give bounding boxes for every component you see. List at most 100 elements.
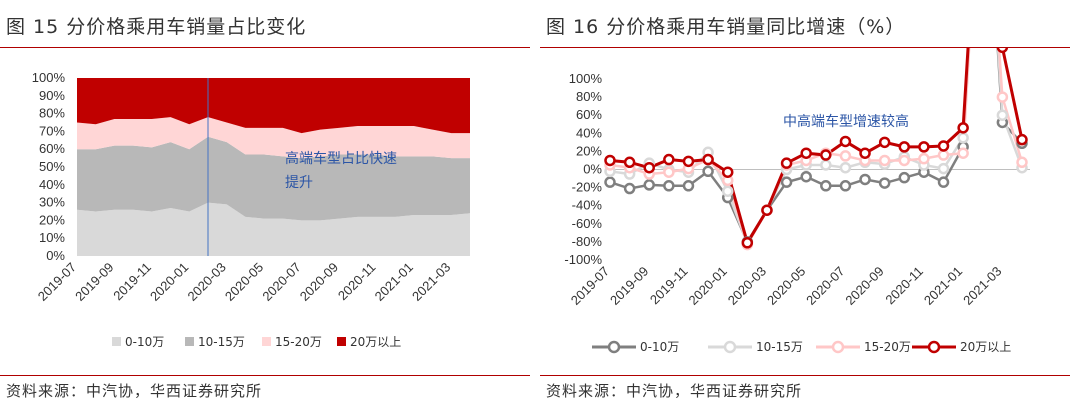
left-chart-title: 图 15 分价格乘用车销量占比变化 — [6, 16, 307, 38]
left-legend-label: 10-15万 — [198, 335, 245, 349]
left-legend-swatch — [185, 337, 194, 346]
series-1-point — [623, 182, 636, 195]
series-4-point — [996, 48, 1009, 54]
series-3-point — [996, 91, 1009, 103]
left-y-tick-label: 30% — [39, 195, 65, 210]
right-title-rule — [540, 47, 1070, 48]
left-legend-label: 20万以上 — [350, 335, 401, 349]
series-2-point — [820, 159, 832, 171]
area-series-1 — [77, 202, 470, 256]
area-series-2 — [77, 136, 470, 221]
series-3-point — [937, 149, 950, 161]
right-y-tick-label: 80% — [576, 89, 602, 104]
right-y-tick-label: 40% — [576, 125, 602, 140]
right-y-tick-label: 0% — [583, 162, 602, 177]
series-1-point — [800, 170, 812, 183]
series-4-point — [663, 153, 675, 166]
series-1-point — [643, 179, 655, 191]
series-4-point — [623, 156, 636, 169]
series-1-point — [820, 180, 832, 192]
right-annotation-text: 中高端车型增速较高 — [783, 113, 909, 130]
series-4-point — [839, 135, 852, 148]
left-chart-panel: 图 15 分价格乘用车销量占比变化 0% 10% 20% 30% 40% 50% 60% 70… — [0, 0, 530, 410]
left-y-tick-label: 40% — [39, 177, 65, 192]
right-series-group — [604, 48, 1028, 251]
right-line-chart: -100% -80% -60% -40% -20% 0% 20% 40% 60% 80% 100% 2… — [540, 48, 1070, 374]
right-legend-marker — [927, 340, 941, 354]
series-3-point — [918, 152, 930, 165]
right-y-tick-label: 20% — [576, 143, 602, 158]
series-3-point — [898, 154, 911, 167]
left-annotation-text: 提升 — [285, 175, 313, 191]
series-4-point — [780, 157, 793, 169]
right-legend-label: 15-20万 — [864, 340, 911, 354]
series-4-point — [682, 155, 695, 168]
left-stacked-area-chart: 0%10%20%30%40%50%60%70%80%90%100%2019-07… — [0, 48, 530, 374]
right-legend-marker — [831, 340, 845, 354]
series-1-point — [663, 180, 675, 192]
series-1-point — [839, 180, 852, 192]
left-y-tick-label: 70% — [39, 123, 65, 138]
left-legend-swatch — [337, 337, 346, 346]
left-y-tick-label: 50% — [39, 159, 65, 174]
left-y-tick-label: 90% — [39, 88, 65, 103]
series-4-point — [741, 237, 754, 249]
series-4-point — [937, 140, 950, 152]
right-source-rule — [540, 375, 1070, 376]
right-chart-title: 图 16 分价格乘用车销量同比增速（%） — [546, 16, 906, 38]
right-y-tick-label: 60% — [576, 107, 602, 122]
left-title-rule — [0, 47, 530, 48]
left-annotation-text: 高端车型占比快速 — [285, 150, 397, 167]
series-1-point — [702, 165, 714, 178]
right-legend-marker — [723, 340, 737, 354]
series-1-point — [898, 171, 911, 184]
left-y-tick-label: 0% — [46, 248, 65, 263]
series-1-point — [937, 176, 950, 188]
line-series-1 — [609, 48, 1023, 245]
left-source-rule — [0, 375, 530, 376]
series-4-point — [918, 141, 930, 153]
series-4-point — [643, 161, 655, 174]
left-y-tick-label: 100% — [32, 70, 66, 85]
right-y-tick-label: -40% — [572, 198, 603, 213]
series-4-point — [859, 147, 871, 159]
series-2-point — [937, 162, 950, 175]
series-2-point — [721, 185, 734, 197]
series-4-point — [702, 153, 714, 166]
left-y-tick-label: 80% — [39, 106, 65, 121]
series-1-point — [859, 173, 871, 186]
series-4-point — [721, 166, 734, 178]
series-4-point — [604, 154, 616, 167]
line-series-3 — [609, 48, 1024, 248]
series-3-point — [878, 154, 891, 167]
right-y-tick-label: -100% — [564, 252, 602, 267]
right-legend-label: 10-15万 — [756, 340, 803, 354]
series-4-point — [957, 122, 969, 134]
series-4-point — [898, 141, 911, 153]
left-legend-swatch — [262, 337, 271, 346]
right-y-tick-label: -20% — [572, 180, 603, 195]
line-series-4 — [609, 48, 1024, 247]
series-3-point — [663, 166, 675, 178]
left-legend-swatch — [112, 337, 121, 346]
series-3-point — [957, 147, 969, 159]
right-legend-marker — [607, 340, 621, 354]
series-1-point — [604, 176, 616, 188]
series-3-point — [1016, 156, 1028, 169]
series-3-point — [839, 150, 852, 162]
left-y-tick-label: 20% — [39, 212, 65, 227]
left-y-tick-label: 10% — [39, 230, 65, 245]
series-2-point — [839, 161, 852, 174]
left-chart-source: 资料来源：中汽协，华西证券研究所 — [6, 382, 263, 400]
series-1-point — [780, 176, 793, 188]
series-4-point — [1016, 133, 1028, 146]
area-series-3 — [77, 117, 470, 159]
series-2-point — [996, 109, 1009, 121]
series-4-point — [761, 204, 773, 216]
left-legend-label: 15-20万 — [275, 335, 322, 349]
right-y-tick-label: -60% — [572, 216, 603, 231]
series-1-point — [878, 177, 891, 189]
series-1-point — [682, 180, 695, 192]
right-y-tick-label: 100% — [569, 71, 603, 86]
right-y-tick-label: -80% — [572, 234, 603, 249]
